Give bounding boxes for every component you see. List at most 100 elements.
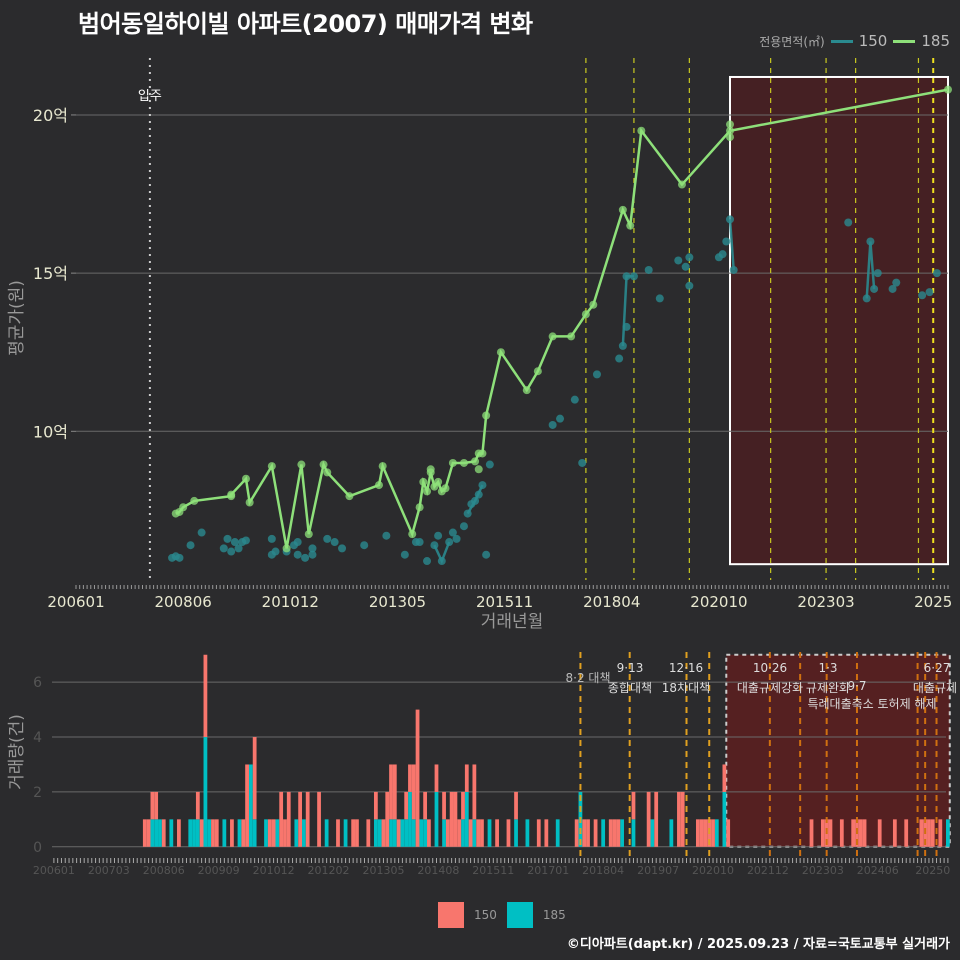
bar-185 [419,819,424,847]
point-185 [522,386,531,395]
legend-label-150: 150 [858,32,888,50]
bar-150 [355,819,359,847]
bar-150 [464,764,469,792]
bar-185 [464,791,469,847]
point-150 [644,265,653,274]
bar-150 [267,819,272,847]
x-tick-label: 20250 [915,864,950,877]
point-185 [345,492,354,501]
bar-150 [892,819,897,847]
point-150 [471,496,480,505]
point-150 [448,528,457,537]
highlight-box [729,75,949,566]
bar-150 [453,791,458,847]
bar-150 [654,791,659,847]
point-150 [430,541,439,550]
bar-150 [404,791,409,820]
x-tick-label: 202406 [857,864,899,877]
y-axis-label: 평균가(원) [7,280,27,356]
bar-150 [927,819,931,847]
bar-185 [302,819,306,847]
bar-185 [946,819,950,847]
bar-185 [392,819,397,847]
bar-150 [593,819,598,847]
point-150 [415,538,424,547]
point-185 [423,487,432,496]
point-185 [459,458,468,467]
bar-150 [809,819,814,847]
legend-swatch-150 [830,39,853,43]
point-185 [677,180,686,189]
point-185 [179,503,188,512]
x-tick-label: 201012 [262,593,319,611]
bar-185 [150,819,155,847]
bar-185 [669,819,674,847]
y-tick-label: 4 [33,730,42,746]
bar-150 [317,791,321,847]
policy-event-date: 9·7 [847,679,866,693]
point-150 [308,544,317,553]
bar-150 [711,819,715,847]
point-185 [637,126,646,135]
bar-185 [248,764,253,847]
point-150 [618,341,627,350]
policy-event-label: 대출규제 [913,681,957,695]
y-tick-label: 10억 [33,422,68,441]
point-185 [533,367,542,376]
point-185 [496,348,505,357]
point-185 [441,484,450,493]
y-axis-label: 거래량(건) [7,714,27,790]
point-150 [267,534,276,543]
point-150 [685,281,694,290]
point-150 [722,237,731,246]
bar-150 [411,764,416,820]
bar-185 [411,819,416,847]
policy-event-label: 18차대책 [662,680,710,695]
bar-150 [154,791,159,820]
policy-event-date: 12·16 [669,661,703,675]
point-185 [726,133,734,142]
point-185 [618,205,627,214]
bar-185 [722,791,727,847]
point-150 [726,215,734,224]
bar-150 [904,819,909,847]
bar-185 [188,819,193,847]
point-185 [471,457,480,466]
bar-150 [646,791,651,847]
bar-150 [177,819,181,847]
bar-150 [434,764,439,792]
x-tick-label: 201511 [476,593,533,611]
bar-150 [195,791,200,820]
bar-185 [373,819,378,847]
bar-185 [294,819,299,847]
bar-185 [601,819,606,847]
bar-185 [389,819,393,847]
bar-150 [582,819,587,847]
x-tick-label: 202010 [692,864,734,877]
point-150 [570,395,579,404]
bar-150 [366,819,371,847]
policy-event-date: 1·3 [818,661,837,675]
point-150 [308,550,317,559]
bar-185 [207,819,212,847]
point-150 [918,291,927,300]
y-tick-label: 15억 [33,264,68,283]
bar-150 [457,819,462,847]
bar-150 [612,819,617,847]
point-150 [234,544,243,553]
bar-185 [434,791,439,847]
bar-150 [536,819,541,847]
point-185 [581,310,590,319]
bar-150 [858,819,863,847]
point-185 [726,126,734,135]
bar-150 [449,791,454,847]
x-tick-label: 200601 [47,593,104,611]
bar-185 [514,819,518,847]
x-tick-label: 202112 [747,864,789,877]
point-150 [338,544,347,553]
point-185 [378,462,387,471]
highlight-box-volume [725,653,951,848]
y-tick-label: 20억 [33,106,68,125]
point-150 [241,536,250,545]
